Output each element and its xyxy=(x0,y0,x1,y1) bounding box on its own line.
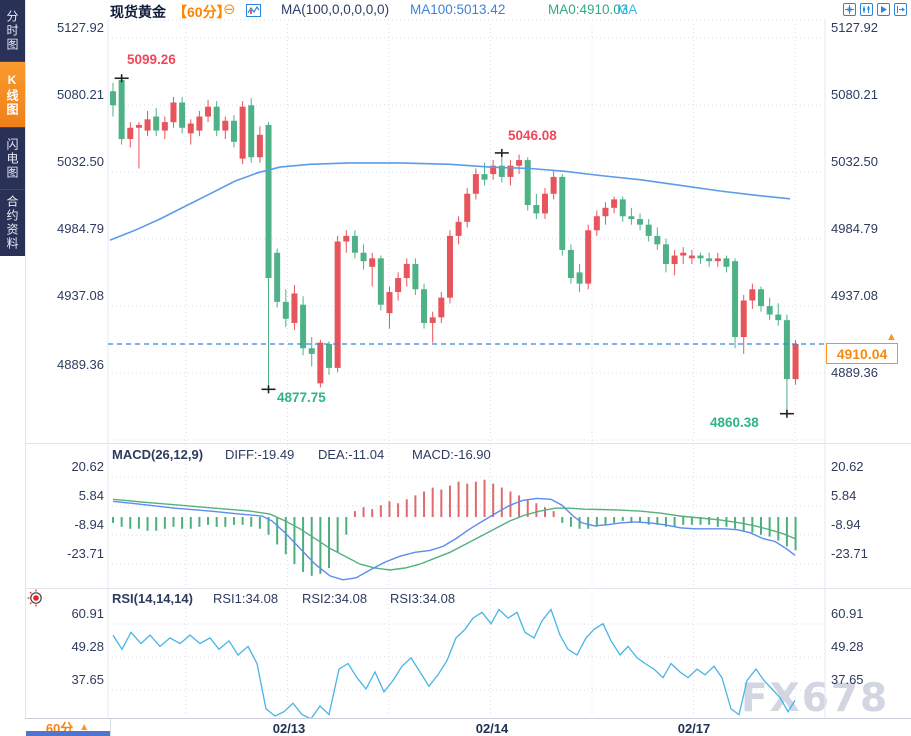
high-annotation: 5046.08 xyxy=(508,128,557,143)
bottom-tab-strip[interactable] xyxy=(26,731,110,736)
ma0-value: MA0:4910.03 xyxy=(548,2,629,17)
sidebar-item-label: K线图 xyxy=(5,72,19,117)
rsi-axis-label: 60.91 xyxy=(71,606,104,621)
sidebar-item-flash[interactable]: 闪电图 xyxy=(0,128,25,190)
price-axis-label: 4889.36 xyxy=(831,365,878,380)
price-axis-label: 5127.92 xyxy=(831,20,878,35)
next-page-icon[interactable] xyxy=(894,3,907,16)
macd-axis-label: -23.71 xyxy=(831,546,868,561)
macd-title[interactable]: MACD(26,12,9) xyxy=(112,447,204,462)
rsi-axis-label: 37.65 xyxy=(831,672,864,687)
low-annotation: 4877.75 xyxy=(277,390,326,405)
price-up-arrow-icon: ▲ xyxy=(886,331,897,343)
ma-extra-label: MA xyxy=(617,2,638,17)
chart-type-sidebar: 分时图 K线图 闪电图 合约资料 xyxy=(0,0,25,256)
macd-axis-label: -23.71 xyxy=(67,546,104,561)
low-annotation: 4860.38 xyxy=(710,415,759,430)
date-label: 02/14 xyxy=(475,721,509,736)
pan-crosshair-icon[interactable] xyxy=(843,3,856,16)
rsi1-value: RSI1:34.08 xyxy=(213,591,279,606)
alert-blink-icon[interactable] xyxy=(27,589,45,612)
price-axis-label: 4937.08 xyxy=(57,288,104,303)
price-axis-label: 5080.21 xyxy=(57,87,104,102)
rsi-axis-label: 49.28 xyxy=(71,639,104,654)
macd-axis-label: 5.84 xyxy=(831,488,857,503)
playback-icon[interactable] xyxy=(877,3,890,16)
price-axis-label: 5127.92 xyxy=(57,20,104,35)
panel-separator xyxy=(25,588,911,589)
sidebar-item-timeline[interactable]: 分时图 xyxy=(0,0,25,62)
price-axis-label: 4984.79 xyxy=(831,221,878,236)
ma100-value: MA100:5013.42 xyxy=(410,2,506,17)
rsi2-value: RSI2:34.08 xyxy=(302,591,368,606)
macd-value: MACD:-16.90 xyxy=(412,447,491,462)
current-price-tag: 4910.04 xyxy=(826,343,898,364)
sidebar-item-label: 闪电图 xyxy=(5,137,19,180)
sidebar-item-contract-info[interactable]: 合约资料 xyxy=(0,190,25,256)
time-axis-bar: 60分 ▲ 02/13 02/14 02/17 xyxy=(25,718,911,736)
rsi3-value: RSI3:34.08 xyxy=(390,591,456,606)
date-label: 02/17 xyxy=(677,721,711,736)
price-axis-label: 5032.50 xyxy=(831,154,878,169)
date-label: 02/13 xyxy=(272,721,306,736)
rsi-axis-label: 37.65 xyxy=(71,672,104,687)
sidebar-item-label: 合约资料 xyxy=(5,195,19,251)
macd-axis-label: 5.84 xyxy=(78,488,104,503)
collapse-icon[interactable]: ⊖ xyxy=(223,1,236,18)
panel-separator xyxy=(25,443,911,444)
macd-axis-label: -8.94 xyxy=(74,517,104,532)
indicator-chart-icon[interactable] xyxy=(246,4,261,22)
watermark: FX678 xyxy=(741,676,890,721)
macd-dea-value: DEA:-11.04 xyxy=(318,447,385,462)
chevron-up-icon: ▲ xyxy=(79,722,90,733)
rsi-axis-label: 49.28 xyxy=(831,639,864,654)
price-axis-label: 4889.36 xyxy=(57,357,104,372)
price-axis-label: 4937.08 xyxy=(831,288,878,303)
sidebar-item-kline[interactable]: K线图 xyxy=(0,62,25,128)
kline-view-icon[interactable] xyxy=(860,3,873,16)
price-axis-label: 5032.50 xyxy=(57,154,104,169)
price-axis-label: 5080.21 xyxy=(831,87,878,102)
high-annotation: 5099.26 xyxy=(127,52,176,67)
ma-settings-label[interactable]: MA(100,0,0,0,0,0) xyxy=(281,2,390,17)
sidebar-divider xyxy=(25,0,26,736)
symbol-title: 现货黄金 xyxy=(110,4,166,20)
macd-axis-label: 20.62 xyxy=(71,459,104,474)
macd-axis-label: 20.62 xyxy=(831,459,864,474)
rsi-title[interactable]: RSI(14,14,14) xyxy=(112,591,193,606)
macd-diff-value: DIFF:-19.49 xyxy=(225,447,295,462)
period-label: 【60分】 xyxy=(173,4,231,20)
rsi-axis-label: 60.91 xyxy=(831,606,864,621)
macd-axis-label: -8.94 xyxy=(831,517,861,532)
price-axis-label: 4984.79 xyxy=(57,221,104,236)
sidebar-item-label: 分时图 xyxy=(5,9,19,52)
